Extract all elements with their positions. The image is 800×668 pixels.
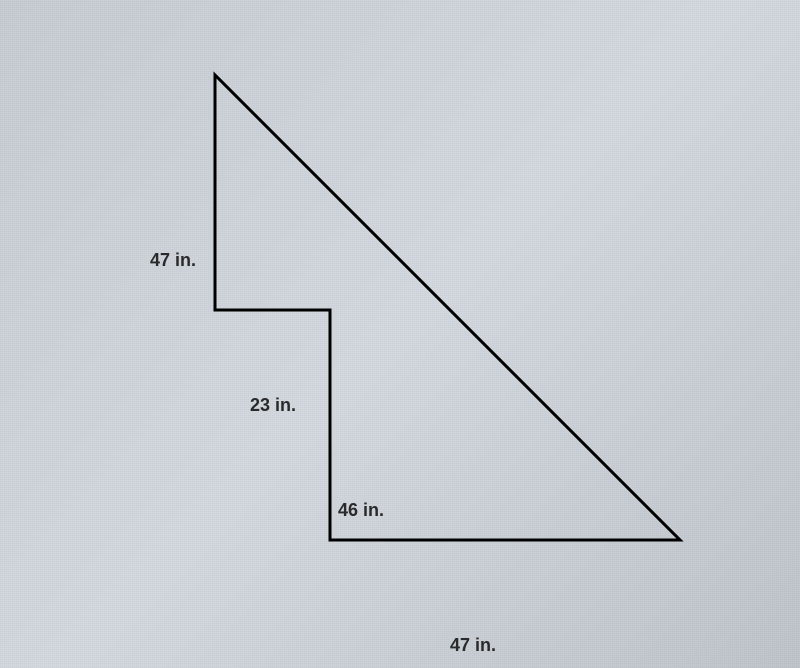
geometry-diagram: 47 in. 23 in. 46 in. 47 in. <box>140 60 700 620</box>
label-step-vertical: 46 in. <box>338 500 384 521</box>
step-triangle-shape <box>215 75 680 540</box>
label-step-horizontal: 23 in. <box>250 395 296 416</box>
figure-svg <box>140 60 700 620</box>
label-bottom: 47 in. <box>450 635 496 656</box>
label-left-upper: 47 in. <box>150 250 196 271</box>
